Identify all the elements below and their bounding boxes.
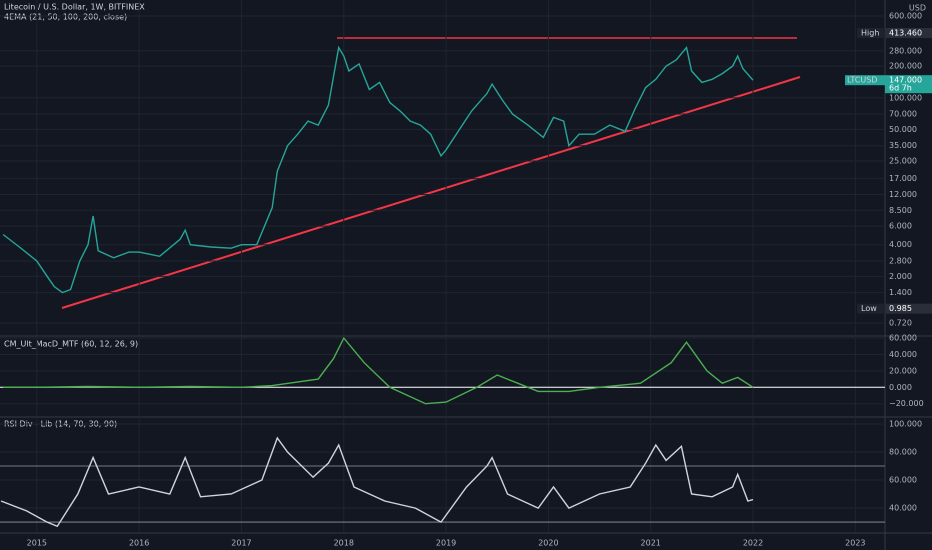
y-tick-label: 20.000 <box>889 366 917 375</box>
y-tick-label: 280.000 <box>889 46 922 55</box>
x-tick-label: 2023 <box>845 539 865 548</box>
series-line <box>3 336 754 405</box>
x-tick-label: 2015 <box>27 539 47 548</box>
indicator-title: CM_Ult_MacD_MTF (60, 12, 26, 9) <box>4 340 138 349</box>
marker-value: 147.000 <box>889 76 922 85</box>
y-tick-label: 40.000 <box>889 504 917 513</box>
y-axis-label: USD <box>909 4 926 13</box>
indicator-title: 4EMA (21, 50, 100, 200, close) <box>4 13 127 22</box>
x-tick-label: 2019 <box>436 539 456 548</box>
marker-value: 413.460 <box>889 28 922 37</box>
y-tick-label: 60.000 <box>889 476 917 485</box>
y-tick-label: 4.000 <box>889 240 912 249</box>
x-tick-label: 2017 <box>231 539 251 548</box>
y-tick-label: 100.000 <box>889 420 922 429</box>
y-tick-label: 12.000 <box>889 190 917 199</box>
x-tick-label: 2021 <box>641 539 661 548</box>
y-tick-label: 50.000 <box>889 125 917 134</box>
y-tick-label: 2.000 <box>889 272 912 281</box>
y-tick-label: −20.000 <box>889 399 924 408</box>
x-tick-label: 2020 <box>538 539 558 548</box>
y-tick-label: 25.000 <box>889 157 917 166</box>
y-tick-label: 80.000 <box>889 448 917 457</box>
y-tick-label: 60.000 <box>889 334 917 343</box>
y-tick-label: 100.000 <box>889 93 922 102</box>
trendline <box>61 76 801 309</box>
marker-tag <box>857 303 885 314</box>
x-tick-label: 2018 <box>334 539 354 548</box>
marker-tag <box>857 27 885 38</box>
x-tick-label: 2022 <box>743 539 763 548</box>
marker-label: LTCUSD <box>847 76 877 85</box>
price-tag <box>885 75 932 94</box>
price-tag <box>885 27 932 38</box>
chart-title: Litecoin / U.S. Dollar, 1W, BITFINEX <box>4 3 145 12</box>
series-line <box>0 436 754 528</box>
marker-label: Low <box>861 304 877 313</box>
y-tick-label: 70.000 <box>889 110 917 119</box>
y-tick-label: 0.000 <box>889 383 912 392</box>
y-tick-label: 35.000 <box>889 141 917 150</box>
x-tick-label: 2016 <box>129 539 149 548</box>
series-line <box>2 45 754 294</box>
y-tick-label: 600.000 <box>889 12 922 21</box>
y-tick-label: 17.000 <box>889 174 917 183</box>
y-tick-label: 6.000 <box>889 222 912 231</box>
countdown: 6d 7h <box>889 84 912 93</box>
marker-tag <box>845 75 885 86</box>
y-tick-label: 8.500 <box>889 206 912 215</box>
y-tick-label: 40.000 <box>889 350 917 359</box>
y-tick-label: 200.000 <box>889 62 922 71</box>
marker-label: High <box>861 28 879 37</box>
marker-value: 0.985 <box>889 304 912 313</box>
y-tick-label: 2.800 <box>889 256 912 265</box>
price-tag <box>885 303 932 314</box>
y-tick-label: 1.400 <box>889 288 912 297</box>
y-tick-label: 0.720 <box>889 318 912 327</box>
